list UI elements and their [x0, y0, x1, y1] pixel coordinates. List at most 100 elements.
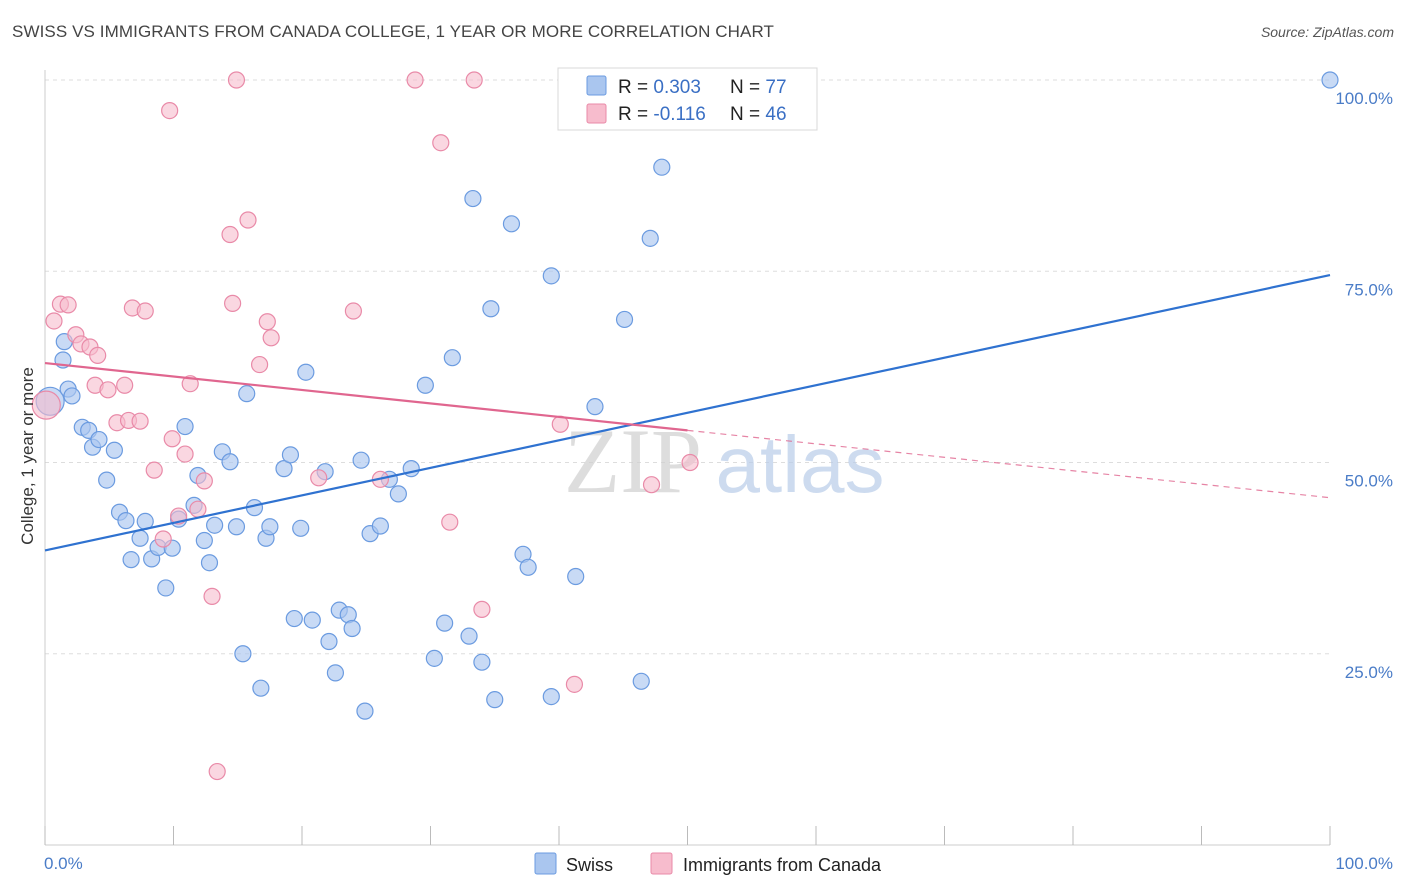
swiss-point	[275, 460, 293, 478]
legend-swiss-n-label: N =	[730, 77, 765, 98]
y-tick-label-1: 50.0%	[1345, 472, 1393, 491]
swiss-point	[176, 417, 194, 436]
swiss-point	[157, 579, 175, 597]
swiss-point	[486, 691, 504, 709]
watermark: ZIP atlas	[564, 410, 884, 512]
legend-swiss-n-value: 77	[765, 77, 786, 98]
swiss-point	[206, 516, 224, 534]
swiss-point	[90, 430, 108, 449]
swiss-point	[281, 446, 300, 464]
canada-point	[227, 71, 246, 89]
chart-title: SWISS VS IMMIGRANTS FROM CANADA COLLEGE,…	[12, 22, 775, 41]
svg-text:N = 77: N = 77	[730, 77, 787, 98]
legend-canada-r-label: R =	[618, 104, 653, 125]
swiss-point	[261, 518, 279, 536]
swiss-point	[482, 300, 500, 318]
swiss-point	[542, 267, 560, 285]
bottom-legend-canada-swatch	[650, 852, 673, 875]
swiss-point	[326, 664, 345, 682]
swiss-point	[292, 519, 310, 537]
watermark-atlas: atlas	[716, 420, 885, 509]
swiss-point	[285, 609, 303, 628]
swiss-point	[356, 702, 374, 720]
canada-point	[154, 530, 172, 548]
canada-point	[642, 476, 661, 494]
svg-text:R = -0.116: R = -0.116	[618, 104, 706, 125]
canada-point	[258, 313, 276, 331]
swiss-point	[460, 627, 478, 645]
canada-point	[99, 381, 117, 399]
swiss-point	[632, 672, 650, 690]
swiss-point	[371, 517, 389, 535]
swiss-point	[443, 349, 461, 367]
trend-lines	[44, 273, 1331, 552]
canada-point	[224, 294, 242, 312]
swiss-point	[464, 189, 482, 208]
swiss-point	[352, 451, 370, 469]
canada-point	[239, 211, 257, 229]
swiss-point	[105, 441, 123, 459]
canada-trend-line	[44, 361, 688, 432]
legend-swiss-r-value: 0.303	[653, 77, 701, 98]
canada-point	[250, 355, 269, 374]
swiss-point	[519, 558, 537, 576]
swiss-point	[641, 229, 659, 247]
legend-box: R = 0.303 N = 77 R = -0.116 N = 46	[557, 67, 818, 131]
legend-canada-swatch	[586, 103, 607, 124]
swiss-point	[227, 518, 246, 536]
swiss-points	[35, 71, 1339, 720]
canada-point	[565, 675, 584, 693]
canada-point	[432, 134, 450, 152]
canada-point	[203, 587, 221, 605]
canada-point	[31, 390, 61, 420]
canada-point	[45, 312, 63, 330]
canada-point	[473, 600, 491, 618]
svg-text:N = 46: N = 46	[730, 104, 787, 125]
swiss-point	[542, 687, 560, 706]
swiss-point	[221, 453, 239, 471]
swiss-point	[473, 653, 491, 671]
x-tick-label-1: 100.0%	[1335, 854, 1393, 873]
x-tick-label-0: 0.0%	[44, 854, 83, 873]
bottom-legend: Swiss Immigrants from Canada	[534, 852, 882, 875]
canada-point	[195, 472, 213, 490]
swiss-point	[117, 512, 135, 530]
bottom-legend-canada-label: Immigrants from Canada	[683, 855, 882, 875]
swiss-point	[98, 471, 116, 489]
swiss-point	[502, 215, 521, 233]
canada-point	[221, 225, 239, 244]
source-credit: Source: ZipAtlas.com	[1260, 24, 1394, 40]
swiss-point	[436, 614, 454, 632]
canada-point	[208, 762, 226, 781]
canada-point	[163, 430, 181, 448]
canada-point	[161, 101, 179, 120]
swiss-point	[200, 554, 219, 572]
canada-trend-line-extended	[687, 429, 1331, 499]
swiss-point	[63, 387, 81, 405]
bottom-legend-swiss-label: Swiss	[566, 855, 613, 875]
gridlines	[45, 79, 1330, 655]
tick-labels: 25.0% 50.0% 75.0% 100.0% 0.0% 100.0%	[44, 89, 1393, 873]
canada-point	[406, 71, 424, 89]
swiss-point	[389, 485, 407, 503]
canada-point	[344, 302, 362, 320]
swiss-point	[195, 531, 213, 550]
canada-point	[59, 296, 77, 314]
swiss-point	[1321, 71, 1339, 89]
watermark-zip: ZIP	[564, 410, 702, 512]
legend-swiss-swatch	[586, 75, 607, 96]
swiss-point	[586, 398, 604, 416]
canada-point	[310, 469, 328, 487]
swiss-point	[343, 619, 361, 638]
swiss-point	[425, 649, 443, 667]
legend-canada-n-label: N =	[730, 104, 765, 125]
canada-point	[89, 346, 107, 364]
canada-point	[176, 445, 194, 463]
y-axis-label: College, 1 year or more	[18, 367, 37, 545]
legend-swiss-r-label: R =	[618, 77, 653, 98]
swiss-point	[131, 529, 149, 547]
y-tick-label-3: 100.0%	[1335, 89, 1393, 108]
axes	[44, 70, 1331, 846]
canada-point	[145, 461, 163, 479]
